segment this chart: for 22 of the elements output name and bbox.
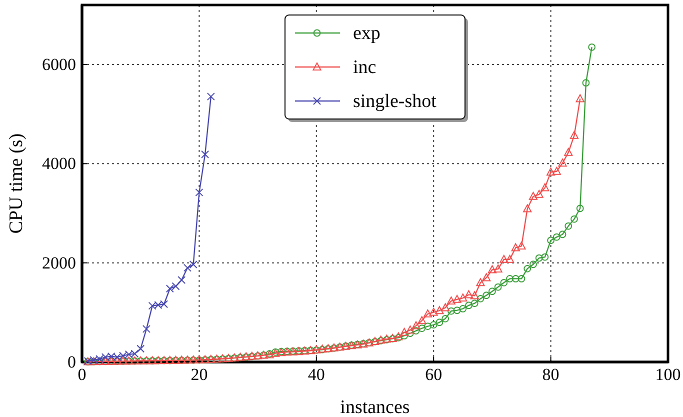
point — [206, 92, 215, 101]
x-axis-title: instances — [340, 397, 410, 417]
y-tick-label: 4000 — [42, 154, 76, 174]
point — [142, 324, 150, 333]
legend-label: exp — [353, 23, 380, 44]
point — [178, 276, 186, 284]
x-tick-label: 80 — [542, 365, 560, 384]
point — [195, 188, 204, 196]
y-tick-label: 0 — [68, 352, 76, 372]
legend-label: inc — [353, 57, 376, 78]
y-tick-label: 6000 — [42, 54, 76, 74]
x-tick-label: 40 — [308, 365, 325, 384]
x-tick-label: 100 — [655, 365, 681, 384]
legend-label: single-shot — [353, 91, 438, 112]
point — [189, 260, 198, 268]
point — [136, 344, 145, 353]
x-tick-label: 60 — [425, 365, 442, 384]
y-tick-label: 2000 — [42, 253, 76, 272]
point — [201, 150, 210, 158]
x-tick-label: 20 — [190, 365, 208, 384]
y-axis-title: CPU time (s) — [6, 133, 27, 234]
point — [183, 264, 192, 272]
